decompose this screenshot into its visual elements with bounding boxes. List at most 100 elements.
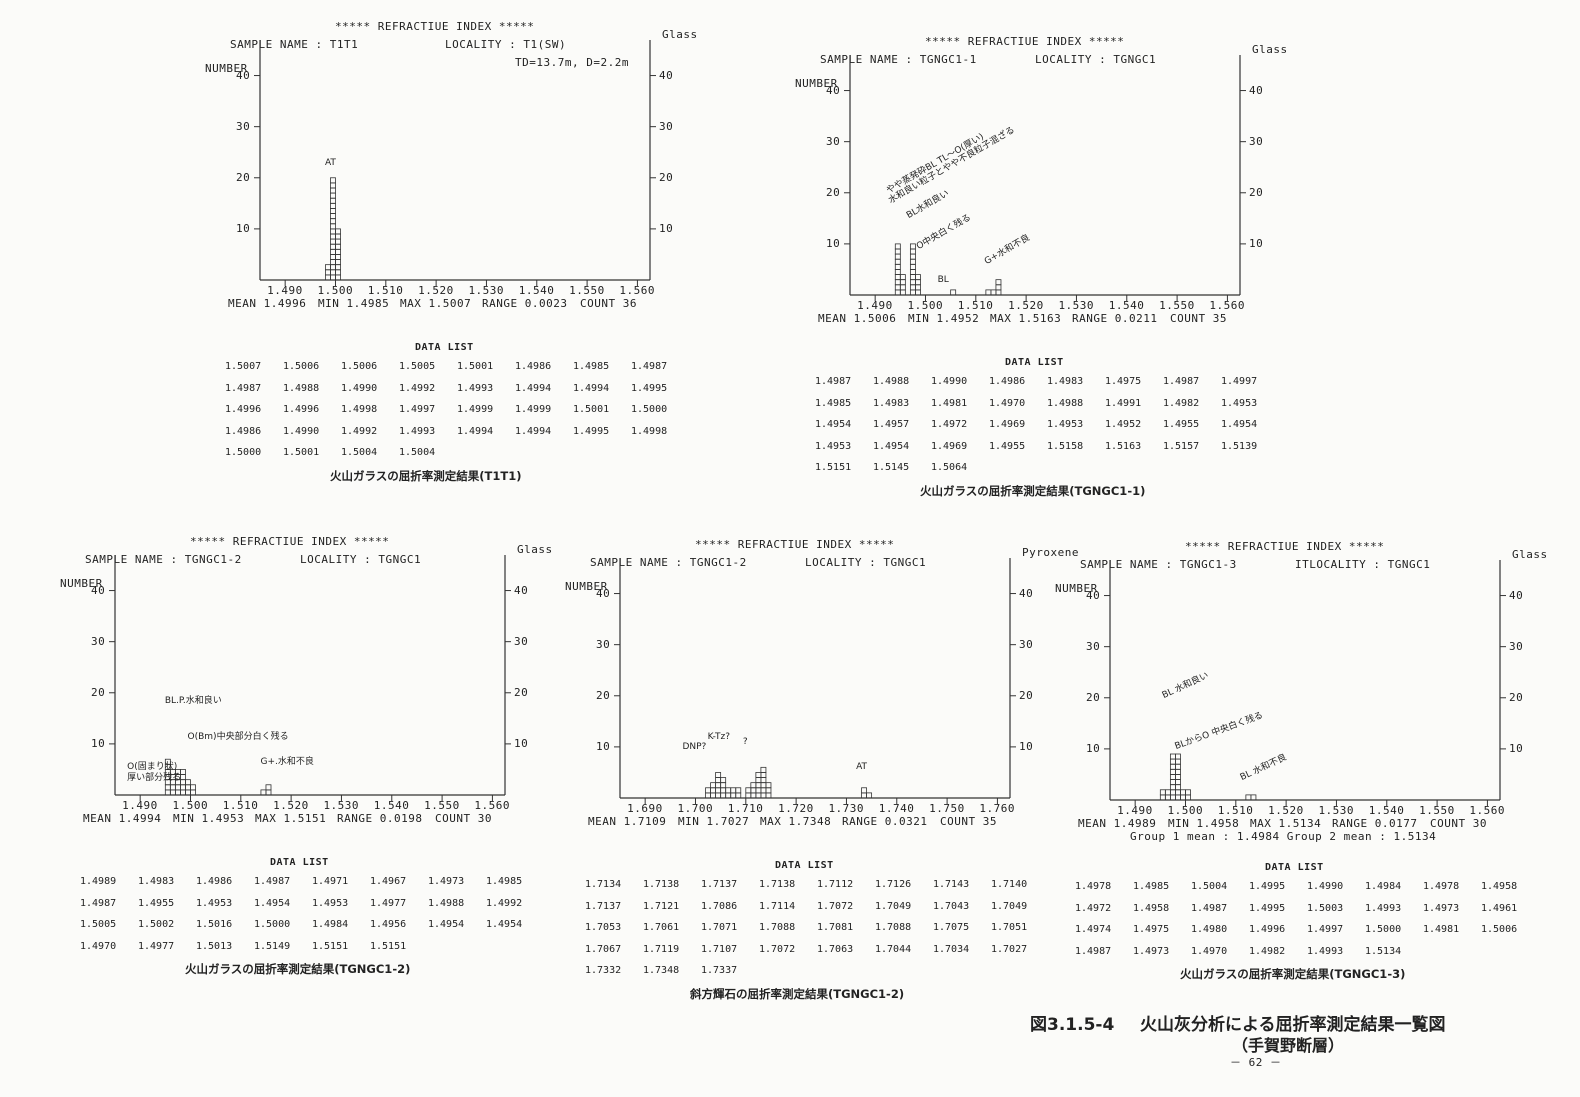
data-list-cell: 1.4987 bbox=[1191, 902, 1228, 914]
stat-count: COUNT 30 bbox=[1430, 817, 1487, 830]
histogram-bar-cell bbox=[330, 197, 336, 204]
figure-subtitle: （手賀野断層） bbox=[1232, 1036, 1345, 1055]
histogram-bar-cell bbox=[750, 792, 757, 799]
histogram-bar-cell bbox=[260, 789, 267, 796]
y-tick-label-right: 40 bbox=[1509, 588, 1524, 602]
data-list-cell: 1.7086 bbox=[701, 900, 738, 912]
data-list-cell: 1.5004 bbox=[341, 447, 378, 459]
histogram-bar-cell bbox=[899, 289, 906, 296]
x-tick-label: 1.500 bbox=[317, 284, 354, 297]
histogram-bar-cell bbox=[325, 274, 331, 281]
data-list-cell: 1.5151 bbox=[370, 940, 407, 952]
y-tick-label-right: 20 bbox=[1249, 185, 1264, 199]
stat-min: MIN 1.4952 bbox=[908, 312, 980, 325]
data-list-cell: 1.4997 bbox=[1307, 924, 1344, 936]
data-list-cell: 1.7072 bbox=[817, 900, 854, 912]
histogram-bar-cell bbox=[915, 274, 921, 281]
x-tick-label: 1.740 bbox=[878, 802, 915, 815]
data-list-table: 1.4989 1.4983 1.4986 1.4987 1.4971 1.4967 1.49… bbox=[80, 871, 544, 957]
histogram-bar-cell bbox=[1175, 779, 1181, 786]
data-list-cell: 1.5139 bbox=[1221, 440, 1258, 452]
histogram-bar-cell bbox=[335, 274, 341, 281]
data-list-cell: 1.4985 bbox=[815, 397, 852, 409]
data-list-table: 1.5007 1.5006 1.5006 1.5005 1.5001 1.4986 1.49… bbox=[225, 356, 689, 464]
histogram-bar-cell bbox=[1185, 794, 1191, 801]
stat-range: RANGE 0.0023 bbox=[482, 297, 568, 310]
x-tick-label: 1.530 bbox=[1318, 804, 1355, 817]
data-list-row: 1.4987 1.4988 1.4990 1.4992 1.4993 1.4994 1.49… bbox=[225, 378, 689, 400]
data-list-cell: 1.7071 bbox=[701, 922, 738, 934]
histogram-bar-cell bbox=[710, 787, 717, 794]
stat-max: MAX 1.7348 bbox=[760, 815, 832, 828]
data-list-cell: 1.4993 bbox=[1307, 945, 1344, 957]
histogram-bar-cell bbox=[760, 787, 767, 794]
data-list-table: 1.7134 1.7138 1.7137 1.7138 1.7112 1.7126 1.71… bbox=[585, 874, 1049, 982]
histogram-bar-cell bbox=[335, 233, 341, 240]
y-tick-label: 20 bbox=[826, 185, 841, 199]
data-list-cell: 1.4994 bbox=[515, 382, 552, 394]
histogram-bar-cell bbox=[164, 784, 171, 791]
sample-name: SAMPLE NAME : TGNGC1-2 bbox=[590, 556, 747, 569]
stat-max: MAX 1.5007 bbox=[400, 297, 472, 310]
data-list-cell: 1.7337 bbox=[701, 965, 738, 977]
histogram-bar-cell bbox=[894, 289, 901, 296]
stat-range: RANGE 0.0211 bbox=[1072, 312, 1158, 325]
data-list-cell: 1.5064 bbox=[931, 462, 968, 474]
stat-range: RANGE 0.0177 bbox=[1332, 817, 1418, 830]
y-axis-label: NUMBER bbox=[60, 577, 103, 590]
data-list-cell: 1.4978 bbox=[1423, 881, 1460, 893]
x-tick-label: 1.560 bbox=[1209, 299, 1246, 312]
data-list-cell: 1.4953 bbox=[312, 897, 349, 909]
y-tick-label-right: 30 bbox=[659, 119, 674, 133]
data-list-cell: 1.5000 bbox=[225, 447, 262, 459]
data-list-cell: 1.4995 bbox=[1249, 902, 1286, 914]
material-label: Pyroxene bbox=[1022, 546, 1079, 559]
data-list-cell: 1.7119 bbox=[643, 943, 680, 955]
stat-count: COUNT 36 bbox=[580, 297, 637, 310]
data-list-cell: 1.7143 bbox=[933, 879, 970, 891]
histogram-bar-cell bbox=[755, 787, 762, 794]
data-list-cell: 1.4954 bbox=[254, 897, 291, 909]
histogram-bar-cell bbox=[180, 784, 186, 791]
data-list-cell: 1.4974 bbox=[1075, 924, 1112, 936]
y-axis-label: NUMBER bbox=[565, 580, 608, 593]
data-list-cell: 1.4969 bbox=[989, 419, 1026, 431]
data-list-cell: 1.4983 bbox=[1047, 376, 1084, 388]
data-list-cell: 1.4989 bbox=[80, 876, 117, 888]
histogram-bar-cell bbox=[330, 274, 336, 281]
data-list-cell: 1.7081 bbox=[817, 922, 854, 934]
annotation: O(Bm)中央部分白く残る bbox=[187, 731, 289, 742]
data-list-cell: 1.5163 bbox=[1105, 440, 1142, 452]
data-list-cell: 1.4985 bbox=[486, 876, 523, 888]
y-tick-label: 40 bbox=[236, 68, 251, 82]
histogram-bar-cell bbox=[705, 787, 711, 794]
stat-count: COUNT 30 bbox=[435, 812, 492, 825]
histogram-bar-cell bbox=[335, 264, 341, 271]
data-list-cell: 1.4984 bbox=[1365, 881, 1402, 893]
histogram-bar-cell bbox=[330, 177, 336, 184]
histogram-bar-cell bbox=[330, 208, 336, 214]
x-tick-label: 1.510 bbox=[222, 799, 259, 812]
data-list-cell: 1.4983 bbox=[873, 397, 910, 409]
x-tick-label: 1.520 bbox=[273, 799, 309, 812]
data-list-row: 1.4954 1.4957 1.4972 1.4969 1.4953 1.4952 1.49… bbox=[815, 414, 1279, 436]
histogram-bar-cell bbox=[1175, 789, 1181, 796]
data-list-cell: 1.4981 bbox=[1423, 924, 1460, 936]
histogram-svg bbox=[844, 55, 1246, 301]
y-tick-label: 40 bbox=[1086, 588, 1101, 602]
y-tick-label-right: 40 bbox=[1249, 83, 1264, 97]
histogram-bar-cell bbox=[330, 233, 336, 240]
data-list-row: 1.4986 1.4990 1.4992 1.4993 1.4994 1.4994 1.49… bbox=[225, 421, 689, 443]
data-list-cell: 1.5000 bbox=[1365, 924, 1402, 936]
histogram-bar-cell bbox=[1180, 789, 1186, 796]
x-tick-label: 1.700 bbox=[677, 802, 714, 815]
data-list-cell: 1.5001 bbox=[457, 361, 494, 373]
data-list-cell: 1.4978 bbox=[1075, 881, 1112, 893]
data-list-cell: 1.4961 bbox=[1481, 902, 1518, 914]
histogram-bar-cell bbox=[1169, 763, 1176, 770]
data-list-cell: 1.5000 bbox=[254, 919, 291, 931]
data-list-cell: 1.7053 bbox=[585, 922, 622, 934]
data-list-cell: 1.7088 bbox=[759, 922, 796, 934]
y-tick-label: 30 bbox=[91, 634, 106, 648]
histogram-bar-cell bbox=[335, 259, 341, 266]
